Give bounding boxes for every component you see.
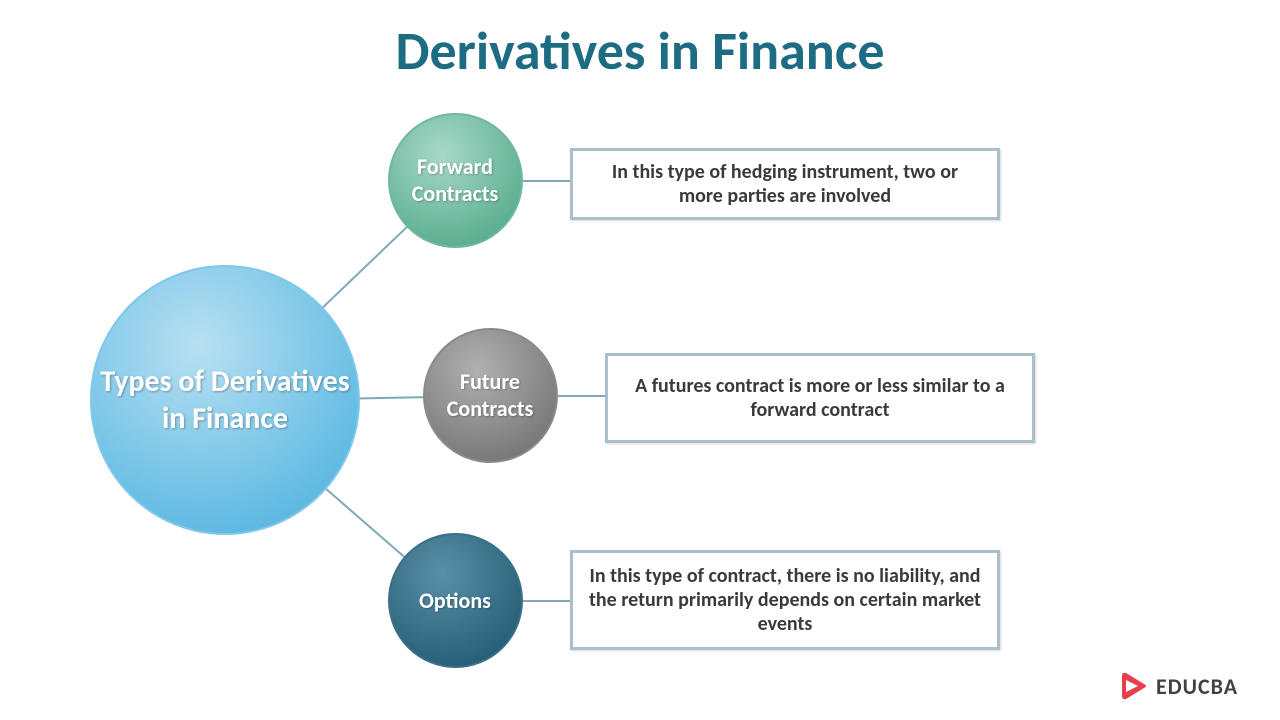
brand-logo: EDUCBA: [1118, 670, 1238, 702]
child-node-circle: Forward Contracts: [388, 113, 523, 248]
page-title: Derivatives in Finance: [0, 18, 1280, 84]
main-node-circle: Types of Derivatives in Finance: [90, 265, 360, 535]
child-node-circle: Options: [388, 533, 523, 668]
child-node-label: Future Contracts: [433, 368, 548, 422]
logo-text: EDUCBA: [1156, 673, 1238, 700]
child-node-label: Forward Contracts: [398, 153, 513, 207]
description-box: A futures contract is more or less simil…: [605, 353, 1035, 443]
logo-mark-icon: [1118, 670, 1150, 702]
child-node-circle: Future Contracts: [423, 328, 558, 463]
main-node-label: Types of Derivatives in Finance: [92, 363, 358, 437]
description-box: In this type of hedging instrument, two …: [570, 148, 1000, 220]
child-node-label: Options: [419, 587, 491, 614]
description-box: In this type of contract, there is no li…: [570, 550, 1000, 650]
